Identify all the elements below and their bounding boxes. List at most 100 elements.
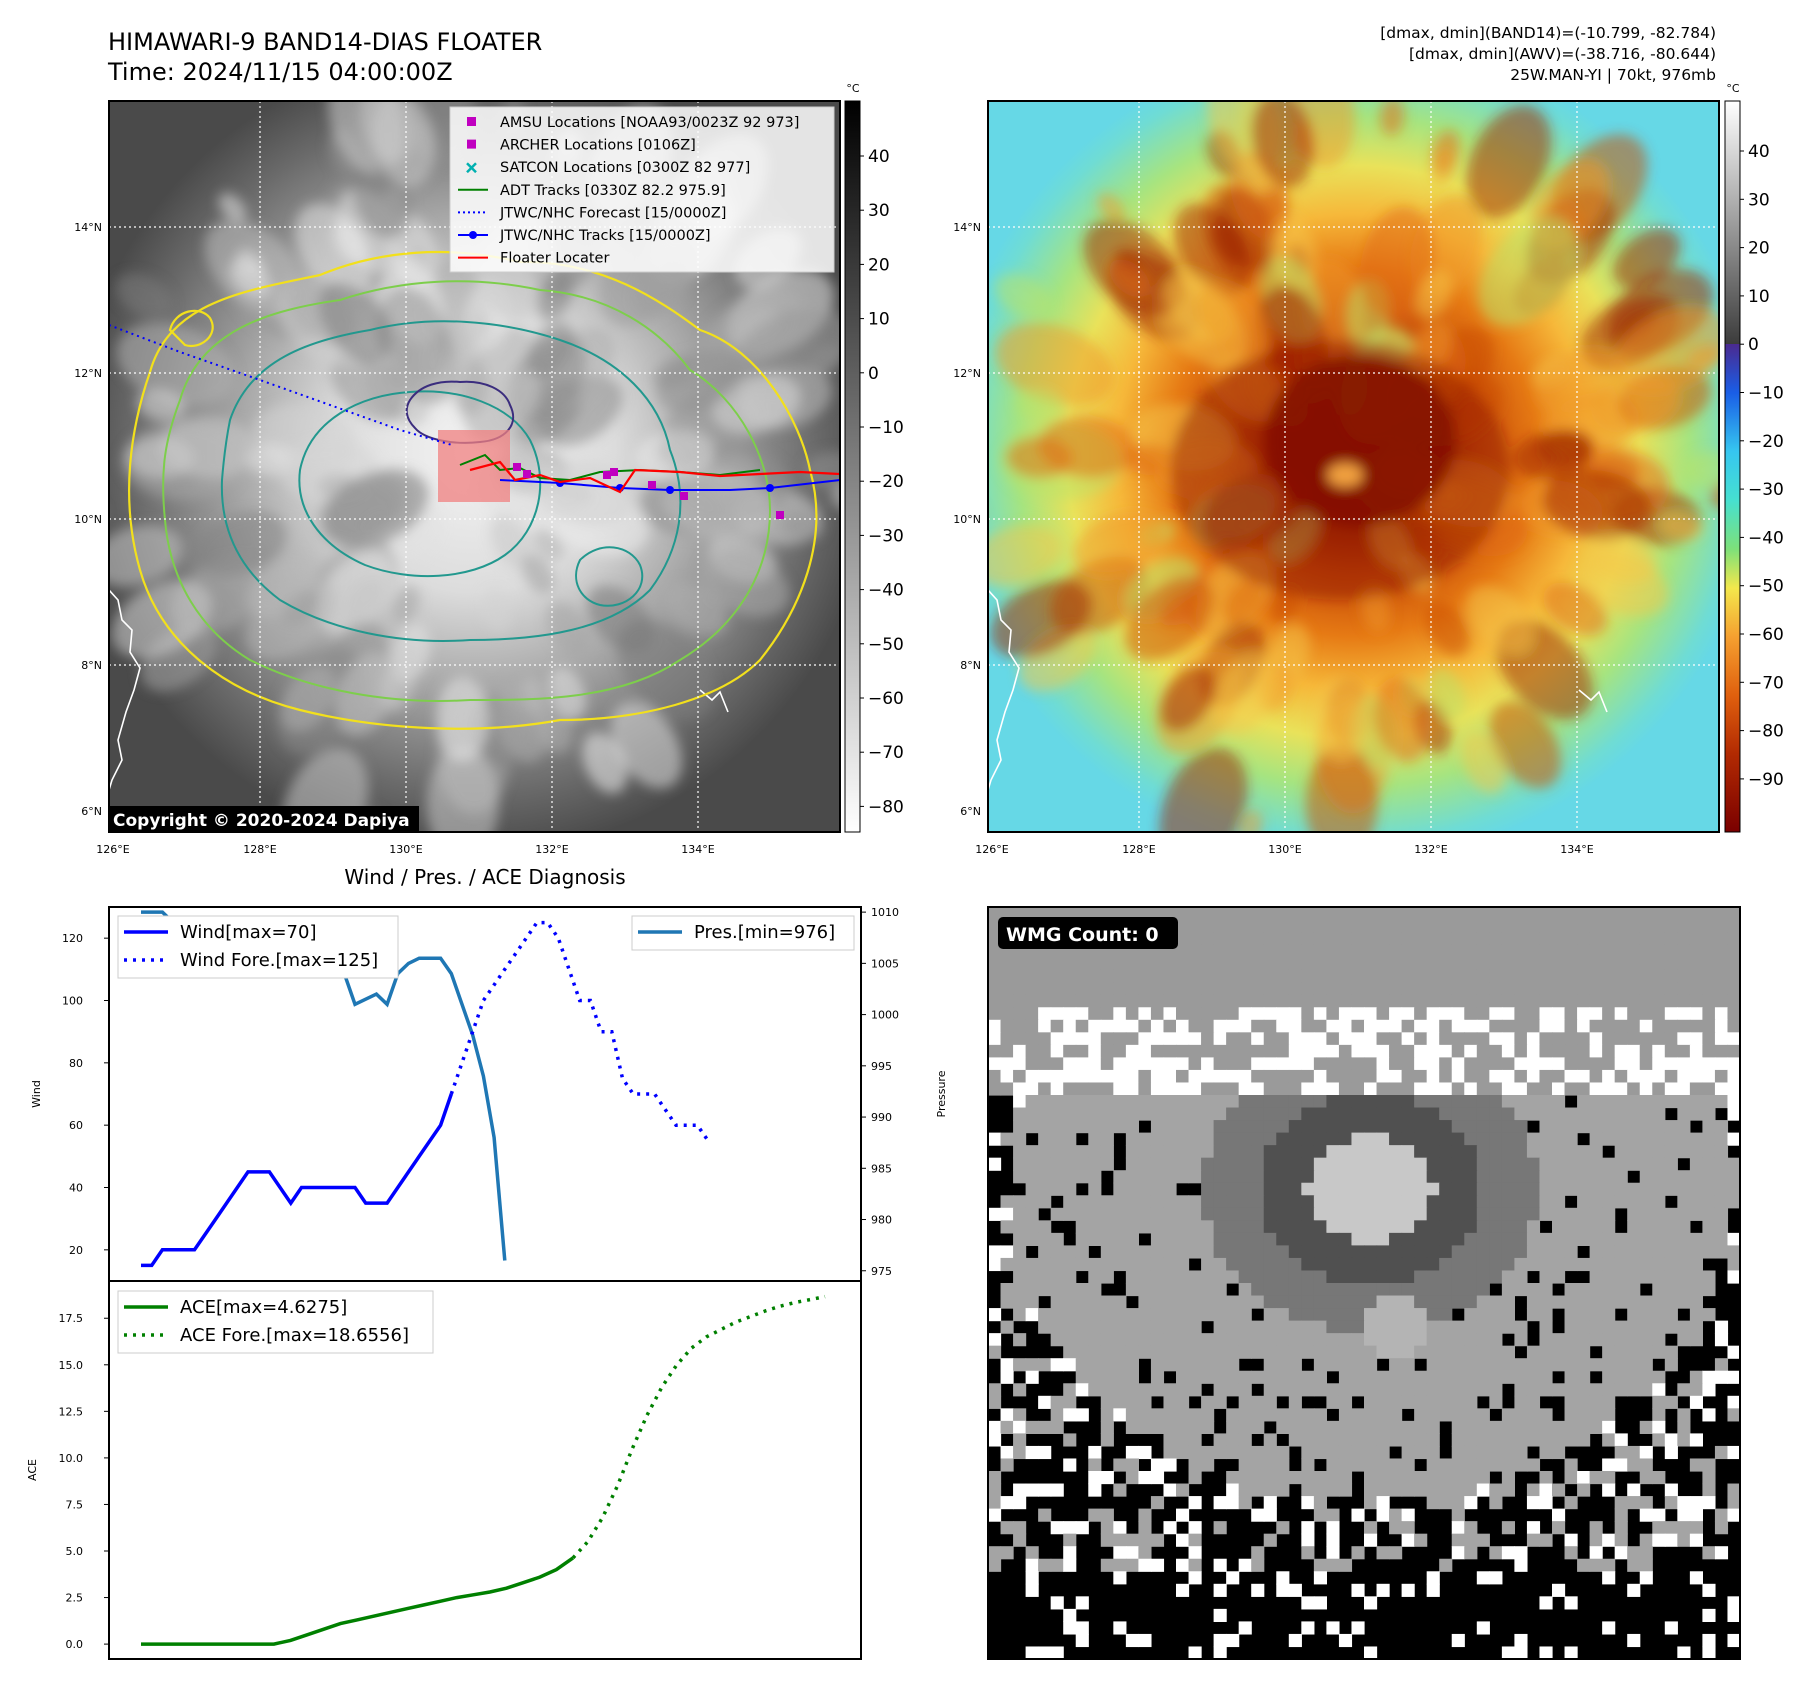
gray-colorbar — [844, 100, 861, 833]
map-legend: AMSU Locations [NOAA93/0023Z 92 973] ARCH… — [449, 106, 835, 273]
lat-tick-label: 10°N — [953, 513, 981, 526]
lon-tick-label: 132°E — [535, 843, 568, 856]
color-colorbar-tick: −40 — [1748, 528, 1784, 548]
wmg-panel — [988, 907, 1740, 1659]
wind-line — [141, 1093, 453, 1268]
legend-label: JTWC/NHC Forecast [15/0000Z] — [499, 205, 726, 221]
legend-label: ARCHER Locations [0106Z] — [500, 138, 696, 154]
ace-ytick-label: 0.0 — [66, 1638, 84, 1651]
contour-light-green — [162, 280, 772, 702]
ace-ytick-label: 7.5 — [66, 1498, 84, 1511]
gray-colorbar-tick: 20 — [868, 255, 890, 275]
color-colorbar-tick: 30 — [1748, 190, 1770, 210]
color-colorbar-tick: −80 — [1748, 722, 1784, 742]
lon-tick-label: 132°E — [1414, 843, 1447, 856]
legend-label: Floater Locater — [500, 251, 609, 267]
pressure-ytick-label: 990 — [871, 1111, 892, 1124]
pressure-ytick-label: 1005 — [871, 957, 899, 970]
ace-ytick-label: 10.0 — [59, 1452, 84, 1465]
forecast-track — [109, 324, 453, 446]
ace-legend: ACE[max=4.6275] ACE Fore.[max=18.6556] — [117, 1290, 434, 1354]
ace-legend-label: ACE[max=4.6275] — [180, 1297, 347, 1318]
color-colorbar-tick: −30 — [1748, 480, 1784, 500]
wind-ytick-label: 40 — [69, 1182, 83, 1195]
color-colorbar-tick: 40 — [1748, 142, 1770, 162]
pressure-ytick-label: 975 — [871, 1265, 892, 1278]
wind-ytick-label: 120 — [62, 932, 83, 945]
color-colorbar-tick: 20 — [1748, 239, 1770, 259]
lat-tick-label: 14°N — [953, 221, 981, 234]
color-colorbar-tick: 10 — [1748, 287, 1770, 307]
gray-colorbar-tick: 40 — [868, 147, 890, 167]
lon-tick-label: 128°E — [243, 843, 276, 856]
info-awv: [dmax, dmin](AWV)=(-38.716, -80.644) — [1409, 45, 1716, 63]
wind-forecast-line — [449, 920, 710, 1142]
lat-tick-label: 8°N — [960, 659, 981, 672]
legend-entry: AMSU Locations [NOAA93/0023Z 92 973] — [467, 115, 799, 131]
pressure-ytick-label: 1010 — [871, 906, 899, 919]
color-colorbar-tick: −50 — [1748, 577, 1784, 597]
lon-tick-label: 128°E — [1122, 843, 1155, 856]
gray-colorbar-tick: −40 — [868, 581, 904, 601]
pressure-legend-label: Pres.[min=976] — [694, 922, 835, 943]
gray-colorbar-tick: −10 — [868, 418, 904, 438]
legend-entry: JTWC/NHC Tracks [15/0000Z] — [458, 228, 711, 244]
color-colorbar — [1724, 100, 1741, 833]
gray-colorbar-tick: −50 — [868, 635, 904, 655]
gray-colorbar-tick: 30 — [868, 201, 890, 221]
contour-yellow — [128, 250, 818, 730]
wind-forecast-legend-label: Wind Fore.[max=125] — [180, 950, 378, 971]
gray-colorbar-tick: −80 — [868, 797, 904, 817]
lat-tick-label: 12°N — [74, 367, 102, 380]
pressure-ytick-label: 985 — [871, 1162, 892, 1175]
legend-label: SATCON Locations [0300Z 82 977] — [500, 160, 750, 176]
legend-entry: JTWC/NHC Forecast [15/0000Z] — [458, 205, 726, 221]
color-colorbar-tick: −90 — [1748, 770, 1784, 790]
wind-ytick-label: 100 — [62, 995, 83, 1008]
legend-label: AMSU Locations [NOAA93/0023Z 92 973] — [500, 115, 799, 131]
lat-tick-label: 6°N — [960, 805, 981, 818]
lat-tick-label: 6°N — [81, 805, 102, 818]
lon-tick-label: 134°E — [1560, 843, 1593, 856]
lon-tick-label: 134°E — [681, 843, 714, 856]
pressure-ylabel: Pressure — [935, 1070, 948, 1117]
legend-entry: Floater Locater — [458, 251, 609, 267]
pressure-legend: Pres.[min=976] — [631, 915, 855, 951]
gray-colorbar-tick: −60 — [868, 689, 904, 709]
wind-ytick-label: 60 — [69, 1119, 83, 1132]
legend-label: JTWC/NHC Tracks [15/0000Z] — [499, 228, 711, 244]
legend-entry: ADT Tracks [0330Z 82.2 975.9] — [458, 183, 726, 199]
color-colorbar-tick: 0 — [1748, 335, 1759, 355]
color-colorbar-unit: °C — [1726, 82, 1740, 95]
ace-ytick-label: 5.0 — [66, 1545, 84, 1558]
info-storm: 25W.MAN-YI | 70kt, 976mb — [1510, 66, 1716, 84]
lon-tick-label: 130°E — [389, 843, 422, 856]
legend-entry: ARCHER Locations [0106Z] — [467, 138, 696, 154]
figure-title: HIMAWARI-9 BAND14-DIAS FLOATER — [108, 28, 542, 56]
ir-gray-panel: Copyright © 2020-2024 Dapiya AMSU Locati… — [109, 101, 840, 832]
wind-ylabel: Wind — [30, 1080, 43, 1108]
figure-time: Time: 2024/11/15 04:00:00Z — [107, 58, 453, 86]
color-colorbar-tick: −60 — [1748, 625, 1784, 645]
pressure-ytick-label: 980 — [871, 1214, 892, 1227]
wmg-count-label: WMG Count: 0 — [1006, 924, 1159, 946]
pressure-ytick-label: 1000 — [871, 1009, 899, 1022]
lat-tick-label: 10°N — [74, 513, 102, 526]
ace-line — [141, 1556, 575, 1646]
info-band14: [dmax, dmin](BAND14)=(-10.799, -82.784) — [1380, 24, 1716, 42]
gray-colorbar-tick: −30 — [868, 526, 904, 546]
ace-ytick-label: 12.5 — [59, 1405, 84, 1418]
color-colorbar-tick: −10 — [1748, 384, 1784, 404]
wind-ytick-label: 80 — [69, 1057, 83, 1070]
copyright: Copyright © 2020-2024 Dapiya — [113, 811, 410, 831]
lon-tick-label: 126°E — [975, 843, 1008, 856]
lat-tick-label: 8°N — [81, 659, 102, 672]
diagnosis-title: Wind / Pres. / ACE Diagnosis — [344, 865, 625, 889]
lat-tick-label: 14°N — [74, 221, 102, 234]
wind-legend: Wind[max=70] Wind Fore.[max=125] — [117, 915, 399, 979]
wind-legend-label: Wind[max=70] — [180, 922, 317, 943]
ace-ytick-label: 2.5 — [66, 1592, 84, 1605]
ace-plot — [108, 1280, 862, 1660]
legend-entry: SATCON Locations [0300Z 82 977] — [466, 160, 750, 176]
